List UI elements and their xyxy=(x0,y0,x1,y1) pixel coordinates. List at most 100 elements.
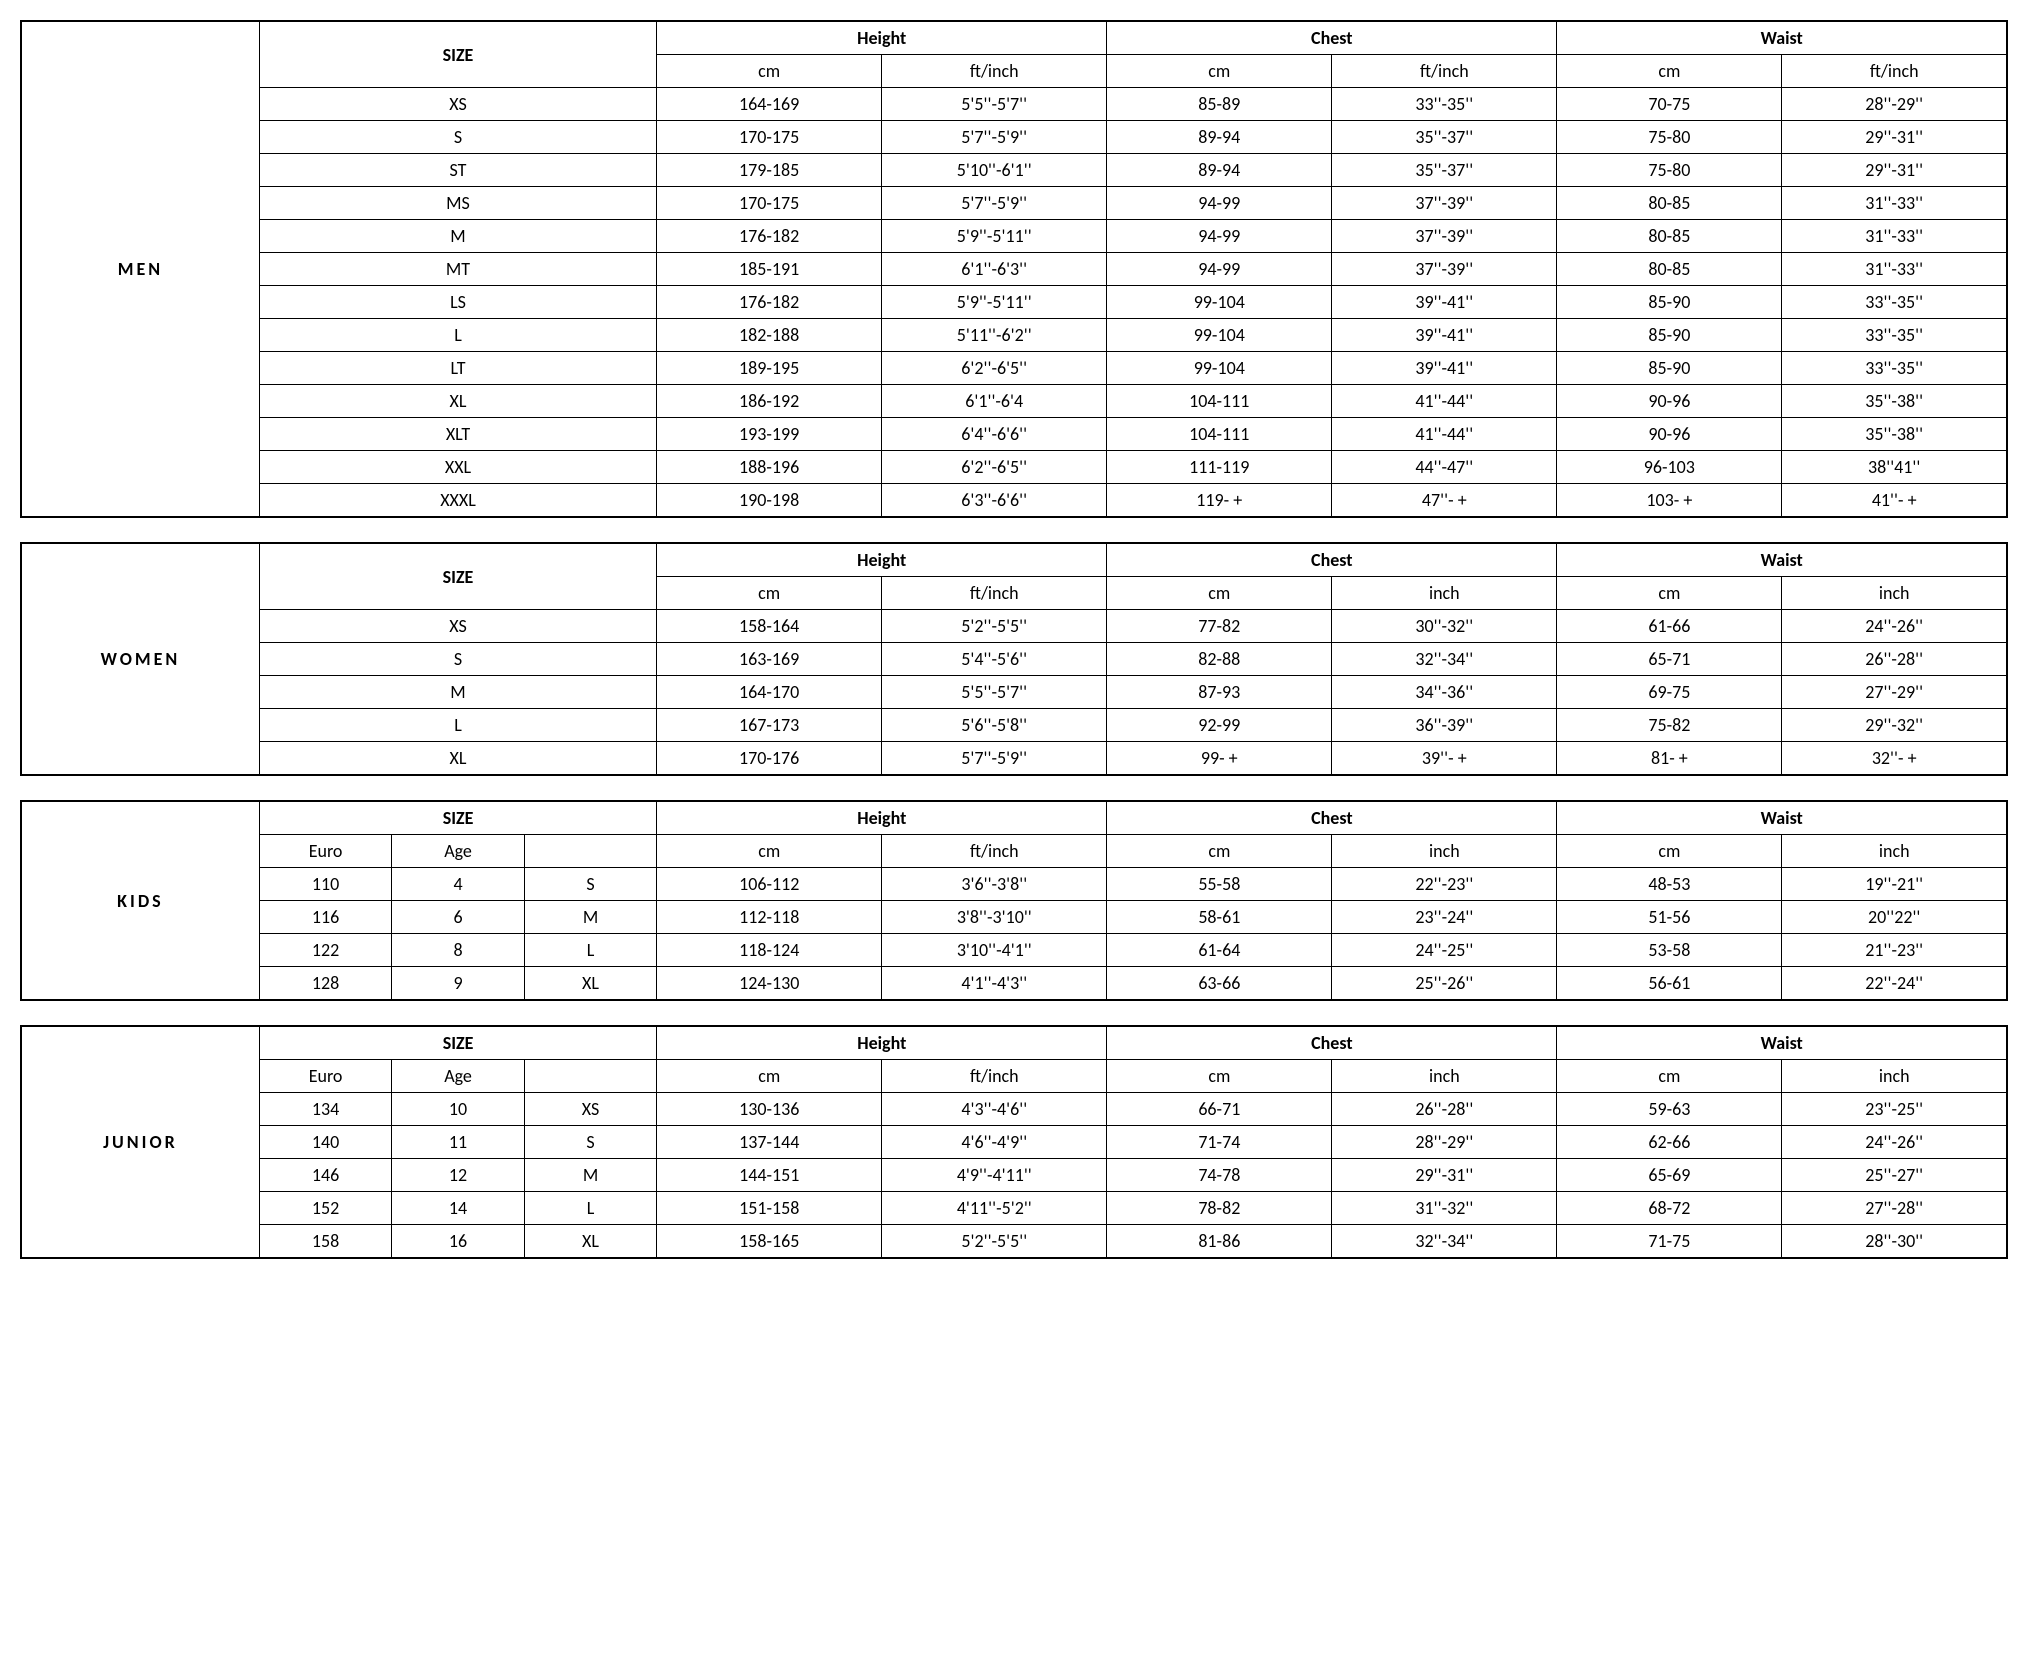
table-header: Waist xyxy=(1557,1026,2007,1060)
table-cell: 176-182 xyxy=(657,220,882,253)
table-cell: 80-85 xyxy=(1557,187,1782,220)
table-row: MS170-1755'7''-5'9''94-9937''-39''80-853… xyxy=(21,187,2007,220)
table-header: Height xyxy=(657,21,1107,55)
table-cell: 34''-36'' xyxy=(1332,676,1557,709)
table-cell: 4'9''-4'11'' xyxy=(882,1159,1107,1192)
table-cell: L xyxy=(259,709,656,742)
table-cell: 71-75 xyxy=(1557,1225,1782,1259)
table-cell: 6'2''-6'5'' xyxy=(882,352,1107,385)
table-cell: 103- + xyxy=(1557,484,1782,518)
table-header: SIZE xyxy=(259,21,656,88)
kids-size-table: KIDSSIZEHeightChestWaistEuroAgecmft/inch… xyxy=(20,800,2008,1001)
table-cell: XL xyxy=(524,967,656,1001)
table-cell: 31''-33'' xyxy=(1782,187,2007,220)
table-cell: 5'5''-5'7'' xyxy=(882,676,1107,709)
table-cell: 14 xyxy=(392,1192,524,1225)
table-cell: 35''-38'' xyxy=(1782,385,2007,418)
table-cell: 6 xyxy=(392,901,524,934)
table-cell: 6'4''-6'6'' xyxy=(882,418,1107,451)
table-cell: 28''-29'' xyxy=(1332,1126,1557,1159)
table-cell: L xyxy=(524,934,656,967)
table-cell: 4'11''-5'2'' xyxy=(882,1192,1107,1225)
table-cell: 32''- + xyxy=(1782,742,2007,776)
table-cell: 35''-37'' xyxy=(1332,154,1557,187)
table-cell: 104-111 xyxy=(1107,385,1332,418)
table-cell: 11 xyxy=(392,1126,524,1159)
table-cell: 81-86 xyxy=(1107,1225,1332,1259)
table-row: XXXL190-1986'3''-6'6''119- +47''- +103- … xyxy=(21,484,2007,518)
table-cell: 99-104 xyxy=(1107,352,1332,385)
table-cell: 21''-23'' xyxy=(1782,934,2007,967)
table-cell: 51-56 xyxy=(1557,901,1782,934)
table-cell: 47''- + xyxy=(1332,484,1557,518)
category-label: KIDS xyxy=(21,801,259,1000)
table-cell: 37''-39'' xyxy=(1332,253,1557,286)
table-cell: 61-66 xyxy=(1557,610,1782,643)
kids-tbody: KIDSSIZEHeightChestWaistEuroAgecmft/inch… xyxy=(21,801,2007,1000)
table-cell: 158 xyxy=(259,1225,391,1259)
table-row: S163-1695'4''-5'6''82-8832''-34''65-7126… xyxy=(21,643,2007,676)
table-cell: 75-80 xyxy=(1557,154,1782,187)
table-cell: 44''-47'' xyxy=(1332,451,1557,484)
table-cell: 56-61 xyxy=(1557,967,1782,1001)
table-row: XS158-1645'2''-5'5''77-8230''-32''61-662… xyxy=(21,610,2007,643)
table-cell: 193-199 xyxy=(657,418,882,451)
table-row: MT185-1916'1''-6'3''94-9937''-39''80-853… xyxy=(21,253,2007,286)
table-cell: 170-176 xyxy=(657,742,882,776)
table-cell: 4'1''-4'3'' xyxy=(882,967,1107,1001)
table-cell: 28''-30'' xyxy=(1782,1225,2007,1259)
table-cell: 53-58 xyxy=(1557,934,1782,967)
table-cell: 104-111 xyxy=(1107,418,1332,451)
table-cell: 78-82 xyxy=(1107,1192,1332,1225)
table-cell: 3'8''-3'10'' xyxy=(882,901,1107,934)
table-cell: Euro xyxy=(259,835,391,868)
table-cell: 71-74 xyxy=(1107,1126,1332,1159)
table-cell: cm xyxy=(1557,835,1782,868)
men-size-table: MENSIZEHeightChestWaistcmft/inchcmft/inc… xyxy=(20,20,2008,518)
table-cell: 38''41'' xyxy=(1782,451,2007,484)
table-cell: MT xyxy=(259,253,656,286)
table-cell: S xyxy=(524,868,656,901)
table-row: 13410XS130-1364'3''-4'6''66-7126''-28''5… xyxy=(21,1093,2007,1126)
table-cell: 164-169 xyxy=(657,88,882,121)
table-cell: 170-175 xyxy=(657,187,882,220)
table-cell: 68-72 xyxy=(1557,1192,1782,1225)
table-cell: 9 xyxy=(392,967,524,1001)
table-cell: 36''-39'' xyxy=(1332,709,1557,742)
table-cell: 151-158 xyxy=(657,1192,882,1225)
table-header: Chest xyxy=(1107,801,1557,835)
table-cell: 5'9''-5'11'' xyxy=(882,286,1107,319)
category-label: WOMEN xyxy=(21,543,259,775)
table-cell: 134 xyxy=(259,1093,391,1126)
table-header: Height xyxy=(657,1026,1107,1060)
table-cell: 29''-32'' xyxy=(1782,709,2007,742)
table-cell: 8 xyxy=(392,934,524,967)
table-header: Chest xyxy=(1107,21,1557,55)
table-cell: 24''-26'' xyxy=(1782,1126,2007,1159)
table-cell: 75-82 xyxy=(1557,709,1782,742)
table-cell xyxy=(524,835,656,868)
table-cell: inch xyxy=(1332,835,1557,868)
table-cell: 16 xyxy=(392,1225,524,1259)
table-cell: 158-164 xyxy=(657,610,882,643)
table-cell: 99- + xyxy=(1107,742,1332,776)
table-cell: 33''-35'' xyxy=(1782,319,2007,352)
table-cell: 39''-41'' xyxy=(1332,352,1557,385)
table-cell: 110 xyxy=(259,868,391,901)
table-cell: XS xyxy=(259,88,656,121)
table-cell: XL xyxy=(524,1225,656,1259)
table-cell: 63-66 xyxy=(1107,967,1332,1001)
table-row: LS176-1825'9''-5'11''99-10439''-41''85-9… xyxy=(21,286,2007,319)
table-cell: inch xyxy=(1782,577,2007,610)
table-cell: MS xyxy=(259,187,656,220)
table-cell: Age xyxy=(392,1060,524,1093)
table-row: M164-1705'5''-5'7''87-9334''-36''69-7527… xyxy=(21,676,2007,709)
table-row: ST179-1855'10''-6'1''89-9435''-37''75-80… xyxy=(21,154,2007,187)
table-cell: 32''-34'' xyxy=(1332,1225,1557,1259)
table-cell: 90-96 xyxy=(1557,385,1782,418)
table-cell xyxy=(524,1060,656,1093)
table-cell: L xyxy=(524,1192,656,1225)
table-row: 14011S137-1444'6''-4'9''71-7428''-29''62… xyxy=(21,1126,2007,1159)
table-cell: 24''-26'' xyxy=(1782,610,2007,643)
table-cell: cm xyxy=(1107,55,1332,88)
